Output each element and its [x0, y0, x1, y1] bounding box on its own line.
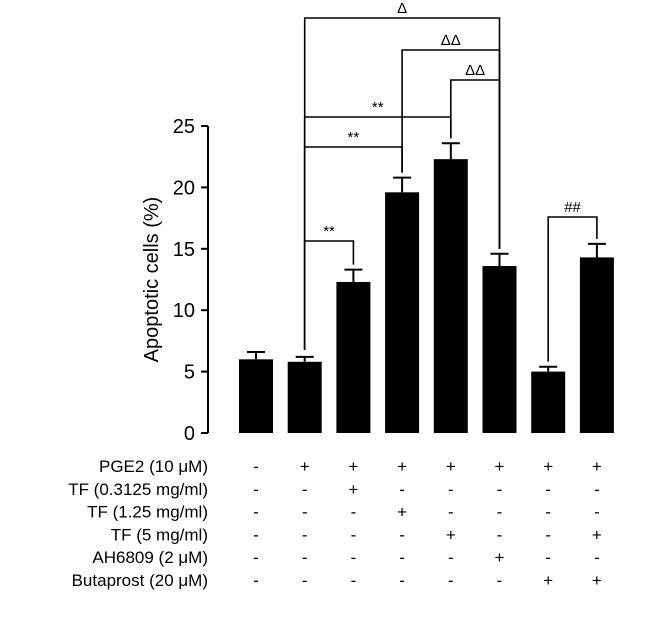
- treatment-minus: -: [302, 525, 308, 544]
- treatment-minus: -: [594, 480, 600, 499]
- bars: [239, 142, 614, 433]
- treatment-plus: +: [543, 457, 553, 476]
- treatment-plus: +: [495, 548, 505, 567]
- significance-bracket: [547, 216, 598, 362]
- treatment-minus: -: [302, 480, 308, 499]
- treatment-minus: -: [399, 525, 405, 544]
- treatment-plus: +: [397, 503, 407, 522]
- significance-label: ##: [564, 199, 581, 216]
- treatment-minus: -: [351, 525, 357, 544]
- bar: [433, 159, 468, 433]
- treatment-minus: -: [302, 548, 308, 567]
- significance-label: **: [348, 129, 360, 146]
- treatment-minus: -: [545, 503, 551, 522]
- treatment-minus: -: [497, 525, 503, 544]
- treatment-label: PGE2 (10 μM): [99, 457, 208, 476]
- treatment-label: AH6809 (2 μM): [92, 548, 208, 567]
- y-tick-label: 25: [173, 116, 195, 138]
- y-tick-label: 0: [184, 423, 195, 445]
- y-tick-label: 5: [184, 362, 195, 384]
- treatment-minus: -: [351, 548, 357, 567]
- treatment-minus: -: [594, 548, 600, 567]
- treatment-minus: -: [497, 480, 503, 499]
- treatment-plus: +: [348, 480, 358, 499]
- treatment-label: Butaprost (20 μM): [72, 571, 208, 590]
- treatment-minus: -: [448, 571, 454, 590]
- significance-label: **: [323, 223, 335, 240]
- treatment-plus: +: [592, 571, 602, 590]
- y-tick-label: 10: [173, 300, 195, 322]
- treatment-minus: -: [351, 571, 357, 590]
- treatment-plus: +: [397, 457, 407, 476]
- significance-label: Δ: [397, 0, 407, 17]
- bar: [531, 371, 566, 433]
- treatment-minus: -: [253, 503, 259, 522]
- significance-label: **: [372, 99, 384, 116]
- y-tick-label: 15: [173, 239, 195, 261]
- treatment-minus: -: [399, 480, 405, 499]
- treatment-label: TF (0.3125 mg/ml): [68, 480, 208, 499]
- treatment-minus: -: [253, 548, 259, 567]
- treatment-plus: +: [495, 457, 505, 476]
- y-tick-label: 20: [173, 177, 195, 199]
- treatment-label: TF (5 mg/ml): [111, 525, 208, 544]
- treatment-minus: -: [448, 503, 454, 522]
- bar: [336, 281, 371, 433]
- y-axis-label: Apoptotic cells (%): [141, 197, 163, 363]
- treatment-label: TF (1.25 mg/ml): [87, 503, 208, 522]
- axes: 0 5 10 15 20 25 Apoptotic cells (%): [141, 116, 209, 445]
- treatment-minus: -: [253, 480, 259, 499]
- significance-label: ΔΔ: [465, 62, 485, 79]
- bar: [579, 257, 614, 433]
- treatment-minus: -: [497, 571, 503, 590]
- treatment-plus: +: [592, 525, 602, 544]
- treatment-minus: -: [302, 503, 308, 522]
- treatment-minus: -: [448, 480, 454, 499]
- treatment-plus: +: [446, 457, 456, 476]
- treatment-minus: -: [399, 548, 405, 567]
- treatment-table: PGE2 (10 μM) - + + + + + + + TF (0.3125 mg/ml) - - +…: [68, 457, 602, 590]
- treatment-plus: +: [543, 571, 553, 590]
- treatment-minus: -: [253, 571, 259, 590]
- treatment-minus: -: [302, 571, 308, 590]
- treatment-minus: -: [497, 503, 503, 522]
- treatment-minus: -: [545, 525, 551, 544]
- treatment-minus: -: [594, 503, 600, 522]
- treatment-minus: -: [545, 548, 551, 567]
- treatment-plus: +: [446, 525, 456, 544]
- bar: [482, 265, 517, 433]
- significance-bracket: [450, 79, 501, 249]
- treatment-minus: -: [253, 525, 259, 544]
- treatment-minus: -: [351, 503, 357, 522]
- significance-label: ΔΔ: [441, 32, 461, 49]
- treatment-plus: +: [348, 457, 358, 476]
- treatment-minus: -: [399, 571, 405, 590]
- bar: [239, 359, 273, 433]
- bar: [385, 192, 420, 433]
- bar: [287, 361, 322, 433]
- treatment-minus: -: [448, 548, 454, 567]
- treatment-minus: -: [545, 480, 551, 499]
- treatment-minus: -: [253, 457, 259, 476]
- treatment-plus: +: [300, 457, 310, 476]
- treatment-plus: +: [592, 457, 602, 476]
